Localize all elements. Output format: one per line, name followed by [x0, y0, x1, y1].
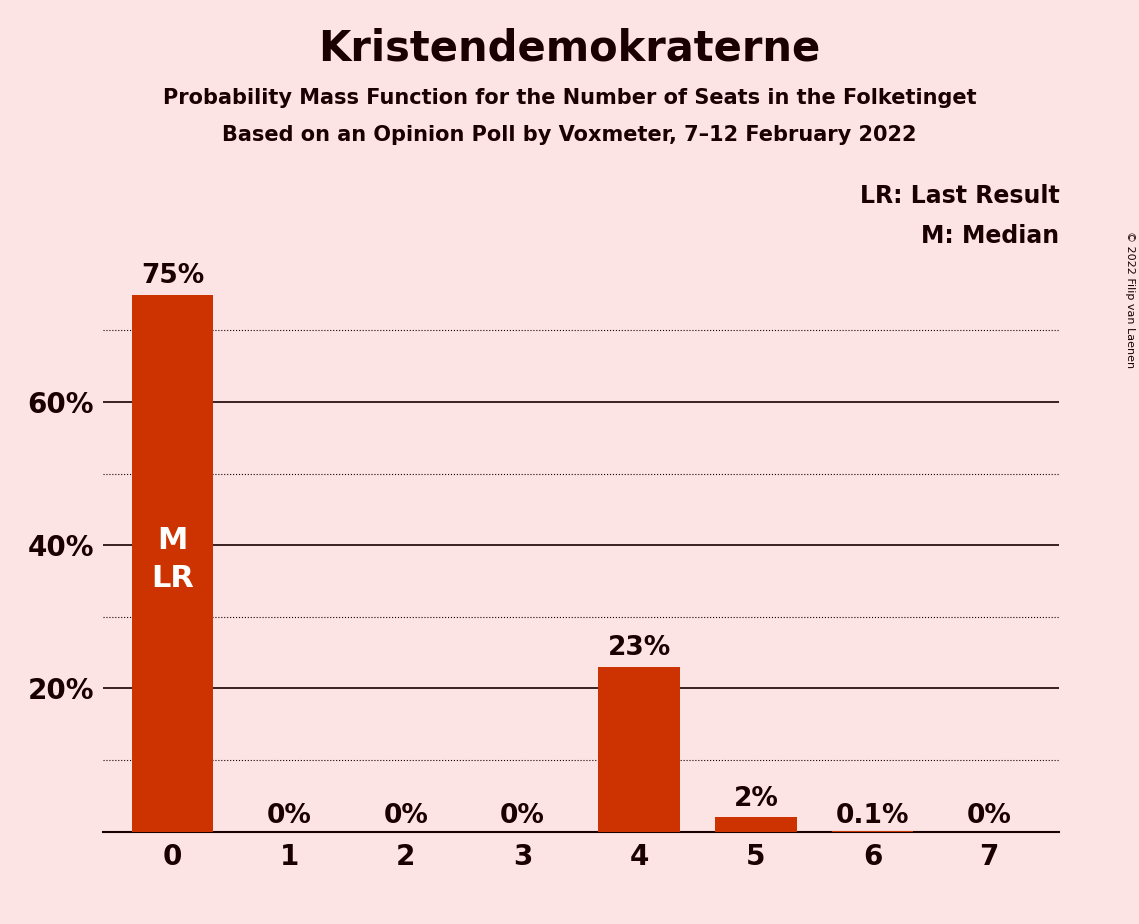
Text: 75%: 75% — [141, 262, 204, 289]
Text: 0.1%: 0.1% — [836, 803, 909, 829]
Text: Probability Mass Function for the Number of Seats in the Folketinget: Probability Mass Function for the Number… — [163, 88, 976, 108]
Text: 0%: 0% — [967, 804, 1011, 830]
Text: M: Median: M: Median — [921, 225, 1059, 249]
Bar — [598, 667, 680, 832]
Text: 0%: 0% — [267, 804, 312, 830]
Text: Kristendemokraterne: Kristendemokraterne — [319, 28, 820, 69]
Text: 23%: 23% — [607, 635, 671, 662]
Text: 2%: 2% — [734, 785, 778, 811]
Text: © 2022 Filip van Laenen: © 2022 Filip van Laenen — [1125, 231, 1134, 368]
Text: LR: Last Result: LR: Last Result — [860, 184, 1059, 208]
Bar — [132, 295, 213, 832]
Text: M
LR: M LR — [151, 526, 194, 593]
Text: Based on an Opinion Poll by Voxmeter, 7–12 February 2022: Based on an Opinion Poll by Voxmeter, 7–… — [222, 125, 917, 145]
Bar — [715, 818, 797, 832]
Text: 0%: 0% — [384, 804, 428, 830]
Text: 0%: 0% — [500, 804, 544, 830]
